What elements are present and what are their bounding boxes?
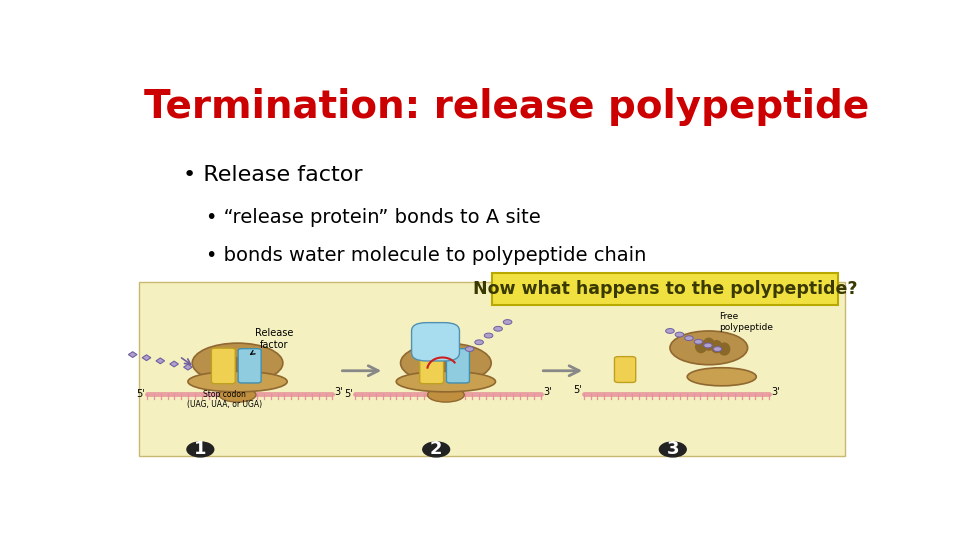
Polygon shape [183, 364, 192, 370]
Ellipse shape [400, 343, 492, 383]
Ellipse shape [718, 342, 731, 356]
Circle shape [493, 326, 502, 331]
Ellipse shape [427, 388, 465, 402]
Ellipse shape [710, 340, 723, 353]
Ellipse shape [424, 357, 463, 373]
FancyBboxPatch shape [139, 282, 846, 456]
Circle shape [675, 332, 684, 337]
Text: 1: 1 [194, 441, 206, 458]
FancyBboxPatch shape [211, 348, 235, 384]
Text: Stop codon
(UAG, UAA, or UGA): Stop codon (UAG, UAA, or UGA) [187, 389, 262, 409]
FancyBboxPatch shape [412, 322, 460, 361]
Ellipse shape [192, 343, 283, 383]
FancyBboxPatch shape [238, 349, 261, 383]
Circle shape [684, 336, 693, 341]
Ellipse shape [188, 372, 287, 392]
Text: 5': 5' [136, 389, 145, 399]
Text: • Release factor: • Release factor [183, 165, 363, 185]
FancyBboxPatch shape [614, 356, 636, 382]
Polygon shape [129, 352, 137, 357]
Circle shape [503, 320, 512, 325]
Circle shape [660, 442, 686, 457]
Text: • “release protein” bonds to A site: • “release protein” bonds to A site [205, 208, 540, 227]
Circle shape [422, 442, 449, 457]
Ellipse shape [216, 357, 254, 373]
Text: 2: 2 [430, 441, 443, 458]
FancyBboxPatch shape [420, 348, 444, 384]
Text: 3': 3' [772, 387, 780, 397]
Ellipse shape [219, 388, 256, 402]
Polygon shape [156, 358, 164, 364]
Circle shape [694, 340, 703, 344]
Text: Termination: release polypeptide: Termination: release polypeptide [144, 87, 869, 126]
Circle shape [665, 328, 674, 333]
Polygon shape [170, 361, 179, 367]
Text: 3': 3' [543, 388, 552, 397]
Text: Release
factor: Release factor [251, 328, 294, 354]
Circle shape [713, 347, 722, 352]
Circle shape [704, 343, 712, 348]
Text: Now what happens to the polypeptide?: Now what happens to the polypeptide? [472, 280, 857, 298]
Text: 5': 5' [345, 389, 353, 399]
Text: 3: 3 [666, 441, 679, 458]
Text: Free
polypeptide: Free polypeptide [720, 312, 774, 332]
Ellipse shape [670, 331, 748, 364]
FancyBboxPatch shape [492, 273, 838, 305]
FancyBboxPatch shape [446, 349, 469, 383]
Text: • bonds water molecule to polypeptide chain: • bonds water molecule to polypeptide ch… [205, 246, 646, 265]
Ellipse shape [396, 372, 495, 392]
Text: 3': 3' [335, 388, 344, 397]
Polygon shape [142, 355, 151, 361]
Text: 5': 5' [573, 385, 582, 395]
Circle shape [187, 442, 214, 457]
Ellipse shape [703, 338, 715, 351]
Circle shape [475, 340, 484, 345]
Ellipse shape [695, 340, 708, 353]
Ellipse shape [687, 368, 756, 386]
Circle shape [484, 333, 492, 338]
Circle shape [466, 347, 474, 352]
